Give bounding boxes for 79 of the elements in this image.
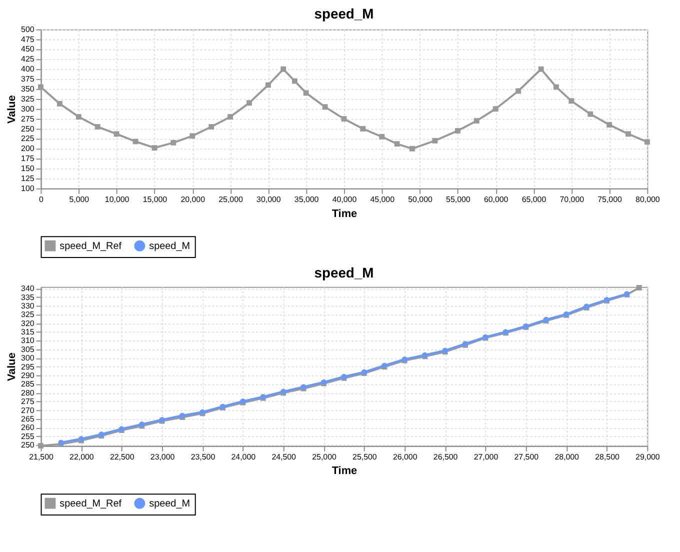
y-tick-label: 125 — [21, 174, 35, 183]
legend-label: speed_M — [149, 240, 190, 252]
y-tick-label: 330 — [21, 301, 35, 310]
y-tick-label: 450 — [21, 44, 35, 54]
y-tick-label: 500 — [21, 24, 35, 34]
x-tick-label: 29,000 — [636, 452, 660, 462]
y-tick-label: 300 — [21, 354, 35, 363]
y-axis-title: Value — [6, 95, 18, 124]
x-tick-label: 26,500 — [433, 452, 458, 462]
y-tick-label: 250 — [21, 440, 35, 450]
x-tick-label: 80,000 — [636, 194, 660, 204]
y-tick-label: 375 — [21, 74, 35, 84]
y-tick-label: 325 — [21, 310, 35, 320]
y-tick-label: 255 — [21, 432, 35, 441]
x-tick-label: 25,500 — [352, 452, 378, 462]
x-tick-label: 5,000 — [69, 194, 90, 204]
y-tick-label: 320 — [21, 318, 35, 328]
x-tick-label: 24,500 — [272, 452, 297, 462]
x-tick-label: 65,000 — [522, 194, 547, 204]
x-tick-label: 25,000 — [218, 194, 244, 204]
y-tick-label: 340 — [21, 284, 35, 294]
y-tick-label: 175 — [21, 154, 35, 164]
x-tick-label: 60,000 — [484, 194, 509, 204]
y-tick-label: 270 — [21, 406, 35, 415]
y-tick-label: 425 — [21, 54, 35, 64]
x-tick-label: 27,000 — [474, 452, 499, 462]
x-tick-label: 15,000 — [142, 194, 168, 204]
x-tick-label: 0 — [39, 194, 44, 204]
x-tick-label: 22,500 — [110, 452, 135, 462]
x-tick-label: 23,000 — [150, 452, 176, 462]
y-tick-label: 275 — [21, 114, 35, 124]
y-tick-label: 295 — [21, 362, 35, 372]
x-tick-label: 55,000 — [446, 194, 471, 204]
x-axis-title: Time — [332, 465, 358, 478]
x-tick-label: 10,000 — [104, 194, 130, 204]
legend-label: speed_M_Ref — [60, 240, 122, 252]
x-tick-label: 21,500 — [29, 452, 54, 462]
x-tick-label: 70,000 — [560, 194, 585, 204]
y-tick-label: 290 — [21, 370, 35, 380]
y-tick-label: 305 — [21, 344, 35, 354]
y-tick-label: 280 — [21, 388, 35, 398]
y-tick-label: 285 — [21, 380, 35, 389]
y-tick-label: 100 — [21, 184, 35, 193]
y-tick-label: 325 — [21, 94, 35, 104]
legend-label: speed_M_Ref — [60, 498, 122, 510]
y-tick-label: 400 — [21, 64, 35, 74]
y-tick-label: 265 — [21, 414, 35, 424]
chart-title: speed_M — [314, 5, 374, 22]
chart-title: speed_M — [314, 264, 374, 281]
x-tick-label: 45,000 — [370, 194, 396, 204]
y-tick-label: 335 — [21, 292, 35, 302]
y-tick-label: 350 — [21, 84, 35, 94]
x-tick-label: 75,000 — [598, 194, 623, 204]
x-tick-label: 35,000 — [294, 194, 320, 204]
x-tick-label: 24,000 — [231, 452, 256, 462]
y-tick-label: 150 — [21, 164, 35, 174]
x-tick-label: 25,000 — [312, 452, 337, 462]
x-axis-title: Time — [332, 208, 358, 220]
x-tick-label: 28,000 — [554, 452, 580, 462]
x-tick-label: 40,000 — [332, 194, 358, 204]
x-tick-label: 27,500 — [514, 452, 540, 462]
y-tick-label: 250 — [21, 124, 35, 134]
y-tick-label: 475 — [21, 34, 35, 44]
y-tick-label: 275 — [21, 397, 35, 406]
y-axis-title: Value — [6, 352, 18, 382]
x-tick-label: 22,000 — [70, 452, 94, 462]
y-tick-label: 300 — [21, 104, 35, 114]
y-tick-label: 260 — [21, 423, 35, 432]
x-tick-label: 30,000 — [256, 194, 282, 204]
legend-label: speed_M — [149, 498, 190, 510]
x-tick-label: 50,000 — [408, 194, 433, 204]
x-tick-label: 28,500 — [595, 452, 620, 462]
y-tick-label: 225 — [21, 134, 35, 144]
y-tick-label: 315 — [21, 328, 35, 337]
y-tick-label: 310 — [21, 336, 35, 346]
x-tick-label: 20,000 — [180, 194, 206, 204]
x-tick-label: 23,500 — [190, 452, 216, 462]
y-tick-label: 200 — [21, 144, 35, 154]
x-tick-label: 26,000 — [392, 452, 418, 462]
